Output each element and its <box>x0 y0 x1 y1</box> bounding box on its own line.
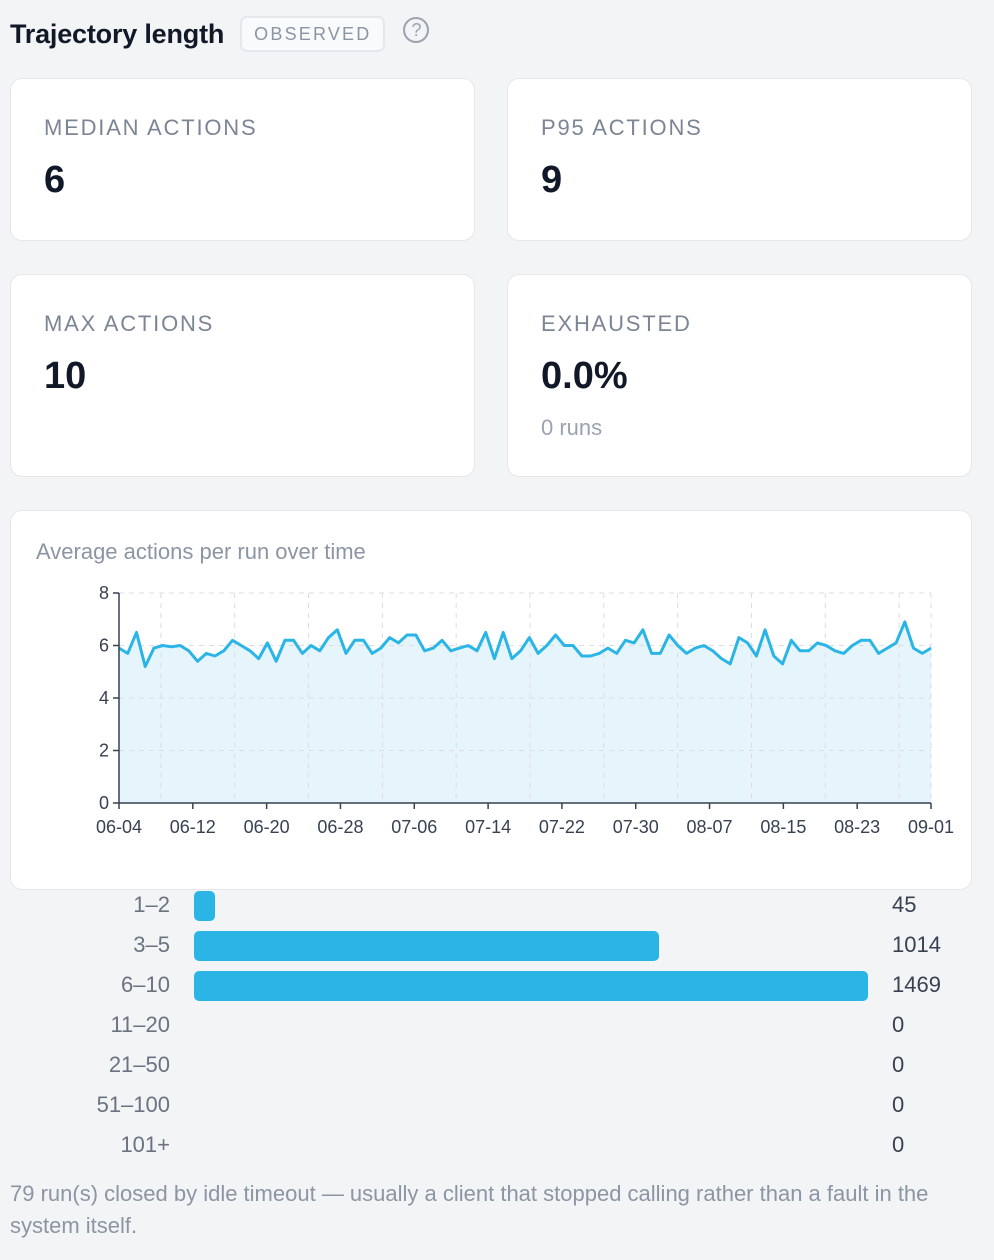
x-tick-label: 07-14 <box>465 817 511 837</box>
x-tick-label: 08-23 <box>834 817 880 837</box>
stat-value: 10 <box>44 355 87 397</box>
bucket-count: 1014 <box>892 932 941 957</box>
bucket-bar <box>194 891 215 921</box>
bucket-label: 6–10 <box>121 972 170 997</box>
bucket-count: 0 <box>892 1092 905 1117</box>
y-tick-label: 2 <box>99 741 109 761</box>
bucket-label: 21–50 <box>108 1052 170 1077</box>
x-tick-label: 06-28 <box>317 817 363 837</box>
y-tick-label: 6 <box>99 636 109 656</box>
bucket-label: 51–100 <box>96 1092 170 1117</box>
stat-label: MAX ACTIONS <box>44 311 215 336</box>
bucket-bar <box>194 931 660 961</box>
x-tick-label: 06-12 <box>170 817 216 837</box>
section-header: Trajectory length OBSERVED ? <box>10 14 430 54</box>
chart-title: Average actions per run over time <box>36 539 366 564</box>
x-tick-label: 09-01 <box>908 817 954 837</box>
stat-subtext: 0 runs <box>541 415 603 440</box>
bucket-bar <box>194 971 868 1001</box>
bucket-count: 1469 <box>892 972 941 997</box>
x-tick-label: 07-22 <box>539 817 585 837</box>
stat-card-p95: P95 ACTIONS 9 <box>507 78 972 241</box>
y-tick-label: 4 <box>99 688 109 708</box>
bucket-label: 3–5 <box>133 932 170 957</box>
idle-timeout-note: 79 run(s) closed by idle timeout — usual… <box>10 1181 929 1238</box>
bucket-count: 0 <box>892 1012 905 1037</box>
observed-badge: OBSERVED <box>240 16 386 52</box>
bucket-count: 0 <box>892 1132 905 1157</box>
section-title: Trajectory length <box>10 18 225 49</box>
x-tick-label: 06-04 <box>96 817 142 837</box>
y-tick-label: 8 <box>99 583 109 603</box>
question-circle-icon[interactable]: ? <box>403 17 430 43</box>
area-fill <box>119 621 931 803</box>
stat-label: EXHAUSTED <box>541 311 692 336</box>
bucket-label: 1–2 <box>133 892 170 917</box>
series-line <box>118 620 932 668</box>
y-tick-label: 0 <box>99 793 109 813</box>
x-tick-label: 08-15 <box>760 817 806 837</box>
stat-value: 0.0% <box>541 355 628 397</box>
stat-card-max: MAX ACTIONS 10 <box>10 274 475 477</box>
stat-value: 6 <box>44 159 66 201</box>
actions-over-time-chart: 0 2 4 6 8 06-04 06-12 06-20 06-28 07-06 07-14 07-22… <box>96 583 954 837</box>
x-tick-label: 06-20 <box>244 817 290 837</box>
stat-label: MEDIAN ACTIONS <box>44 115 258 140</box>
bucket-label: 11–20 <box>110 1012 170 1037</box>
x-tick-label: 07-06 <box>391 817 437 837</box>
x-tick-label: 07-30 <box>613 817 659 837</box>
stat-card-median: MEDIAN ACTIONS 6 <box>10 78 475 241</box>
bucket-count: 45 <box>892 892 917 917</box>
bucket-label: 101+ <box>120 1132 170 1157</box>
bucket-count: 0 <box>892 1052 905 1077</box>
stat-label: P95 ACTIONS <box>541 115 703 140</box>
stat-card-exhausted: EXHAUSTED 0.0% 0 runs <box>507 274 972 477</box>
x-tick-label: 08-07 <box>687 817 733 837</box>
stat-value: 9 <box>541 159 563 201</box>
